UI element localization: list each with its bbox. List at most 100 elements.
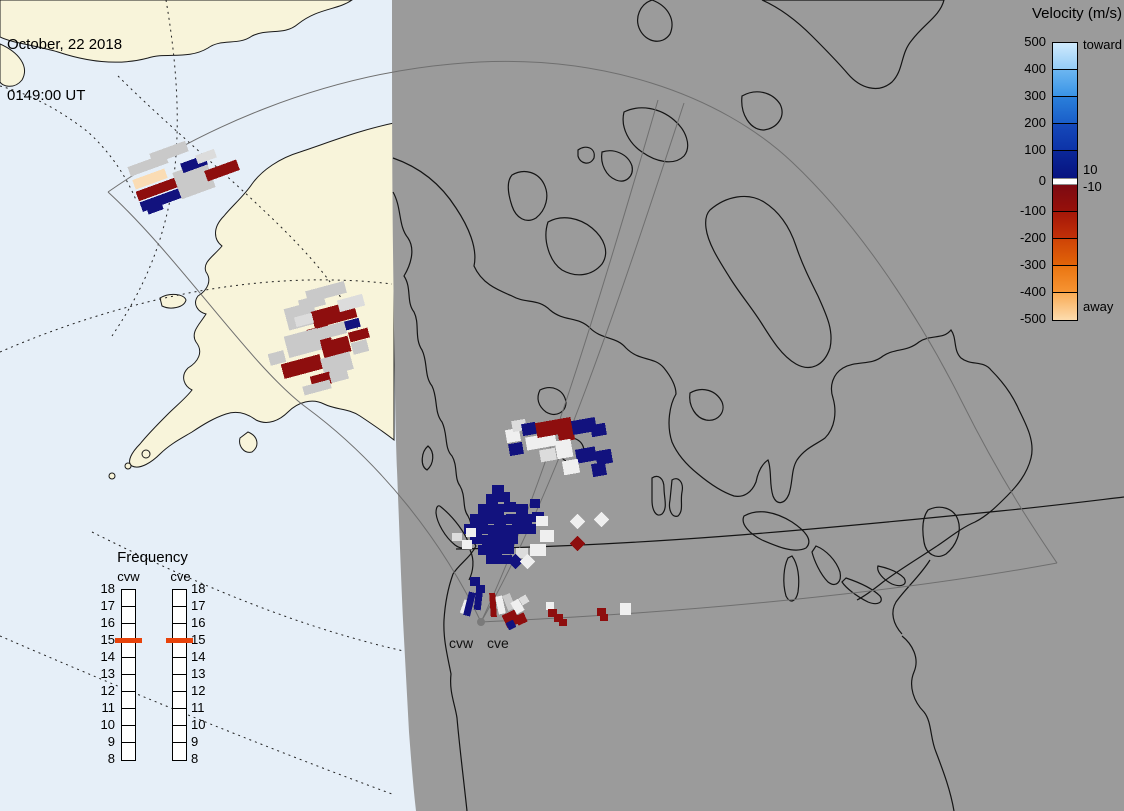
lake-winnipeg [651,475,666,516]
arctic-island [622,107,689,163]
frequency-tick-label: 11 [191,700,205,715]
echo-cell [486,555,512,564]
velocity-tick-label: -300 [1019,257,1046,272]
fov-beam-boundary [480,102,685,623]
frequency-tick-label: 14 [100,649,115,664]
echo-cell [294,312,314,328]
echo-cell [490,545,502,555]
velocity-tick-label: 100 [1024,142,1046,157]
echo-cell [302,379,332,396]
echo-cell [519,553,536,570]
frequency-legend-title: Frequency [117,549,188,566]
echo-cell [518,514,532,525]
frequency-tick-label: 15 [191,632,206,647]
coastline-vancouver-island [435,505,468,549]
baffin-island [705,195,832,369]
echo-cell [336,293,366,313]
frequency-bar-segment [122,590,135,607]
echo-cell [486,494,498,504]
frequency-bar-segment [173,743,186,760]
velocity-tick-label: 0 [1038,172,1046,188]
frequency-tick-label: 18 [191,581,206,596]
echo-cell [518,594,530,606]
echo-cell [463,591,476,617]
coastline-east-coast [892,559,931,635]
coastline-us-west-coast [443,545,477,811]
echo-cell [561,458,581,476]
echo-cell [504,427,522,444]
echo-cell [569,535,586,552]
frequency-bar-segment [122,743,135,760]
echo-cell [559,619,567,626]
echo-cell [482,514,494,524]
lake-winnipegosis [668,478,683,517]
echo-cell [506,514,518,524]
echo-cell [530,499,540,508]
graticule-line [117,75,359,331]
echo-cell [512,524,524,534]
aleutian-island [141,449,151,459]
velocity-colorbar-segment [1053,293,1077,320]
frequency-tick-label: 9 [191,734,199,749]
frequency-marker [166,637,193,643]
echo-cell [470,514,482,524]
southampton-island [689,389,724,421]
threshold-plus10-label: 10 [1083,162,1098,177]
echo-cell [506,534,518,544]
time-text: 0149:00 UT [7,87,86,104]
echo-cell [478,504,490,514]
frequency-column-label-cve: cve [170,569,191,584]
echo-cell [514,612,528,626]
coastline-haida-gwaii [421,445,434,471]
echo-cell [470,577,480,586]
echo-cell [320,335,352,359]
velocity-colorbar-segment [1053,124,1077,151]
frequency-tick-label: 12 [100,683,115,698]
echo-cell [521,421,537,437]
frequency-bar-segment [122,726,135,743]
arctic-island [601,150,633,182]
echo-cell [525,432,557,451]
velocity-tick-label: -500 [1019,311,1046,326]
echo-cell [482,535,494,545]
echo-cell [473,587,484,611]
echo-cell [329,368,349,384]
graticule-line [111,0,178,337]
frequency-scale-bar [172,589,187,761]
lake-ontario [877,565,906,587]
frequency-tick-label: 17 [191,598,206,613]
echo-cell [590,461,608,478]
echo-cell [540,530,554,542]
echo-cell [536,516,548,526]
radar-site-dot [477,618,485,626]
coastline-newfoundland [922,506,960,557]
velocity-colorbar-segment [1053,266,1077,293]
echo-cell [132,168,168,190]
echo-cell [620,603,631,615]
frequency-bar-segment [173,590,186,607]
frequency-tick-label: 13 [100,666,115,681]
echo-cell [570,417,598,435]
echo-cell [135,176,181,202]
frequency-bar-segment [173,641,186,658]
velocity-colorbar-segment [1053,185,1077,212]
coastline-alaska-panhandle [392,191,477,547]
echo-cell [488,525,500,535]
echo-cell [530,544,546,556]
frequency-tick-label: 10 [100,717,115,732]
frequency-marker [115,637,142,643]
echo-cell [494,535,506,545]
velocity-colorbar-segment [1053,43,1077,70]
away-label: away [1083,299,1114,314]
frequency-bar-segment [173,692,186,709]
coastline-nova-scotia-seaboard [901,635,955,811]
echo-cell [195,148,217,165]
radar-site-label-cvw: cvw [449,635,474,651]
frequency-tick-label: 11 [101,700,116,715]
great-bear-lake [537,387,567,415]
echo-cell [516,548,528,558]
frequency-bar-segment [122,607,135,624]
frequency-bar-segment [173,658,186,675]
echo-cell [574,446,598,464]
devon-island [741,91,783,131]
